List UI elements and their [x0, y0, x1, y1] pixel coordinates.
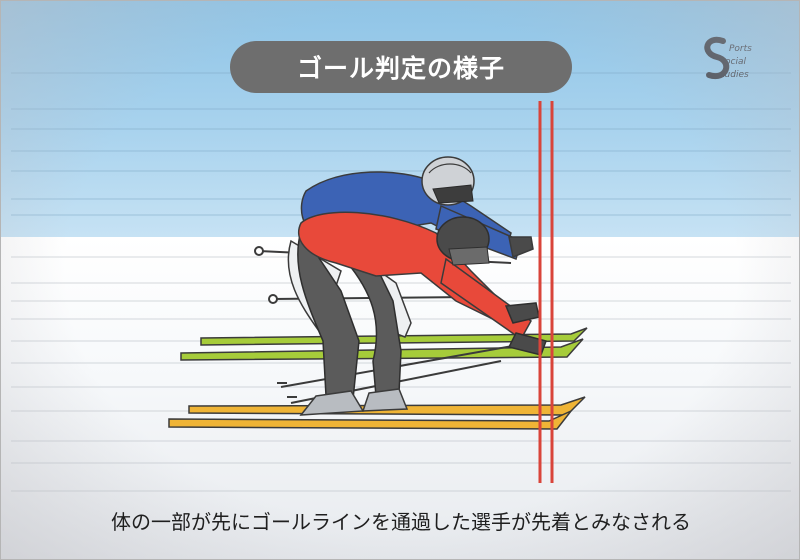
page-title: ゴール判定の様子: [296, 54, 505, 83]
title-banner: ゴール判定の様子: [230, 41, 572, 93]
caption-text: 体の一部が先にゴールラインを通過した選手が先着とみなされる: [111, 510, 691, 534]
